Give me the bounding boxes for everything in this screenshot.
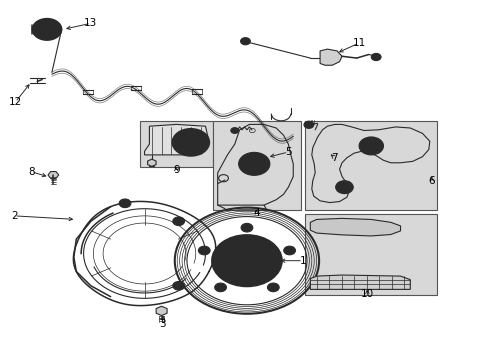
Polygon shape: [311, 125, 429, 203]
Circle shape: [370, 53, 380, 60]
Circle shape: [42, 26, 52, 33]
Text: 4: 4: [253, 208, 260, 218]
Text: 13: 13: [84, 18, 97, 28]
Text: 1: 1: [299, 256, 305, 266]
Circle shape: [172, 129, 209, 156]
Bar: [212, 121, 300, 211]
Bar: [305, 121, 436, 211]
Circle shape: [32, 19, 61, 40]
Polygon shape: [320, 49, 341, 65]
Circle shape: [283, 246, 295, 255]
Circle shape: [230, 128, 238, 134]
Circle shape: [304, 121, 313, 129]
Circle shape: [267, 283, 279, 292]
Bar: [305, 214, 436, 295]
Circle shape: [241, 224, 252, 232]
Text: 12: 12: [9, 97, 22, 107]
Polygon shape: [48, 172, 59, 179]
Circle shape: [214, 283, 226, 292]
Circle shape: [358, 137, 383, 155]
Text: 10: 10: [360, 289, 373, 299]
Bar: [140, 121, 212, 167]
Circle shape: [37, 22, 57, 37]
Circle shape: [240, 38, 250, 45]
Circle shape: [172, 282, 184, 290]
Polygon shape: [217, 125, 293, 205]
Text: 3: 3: [159, 319, 165, 329]
Circle shape: [335, 181, 352, 194]
Polygon shape: [310, 275, 409, 289]
Circle shape: [211, 235, 282, 287]
Text: 5: 5: [285, 147, 291, 157]
Circle shape: [232, 250, 261, 271]
Text: 7: 7: [331, 153, 337, 163]
Circle shape: [363, 140, 378, 151]
Circle shape: [172, 217, 184, 226]
Circle shape: [238, 152, 269, 175]
Text: 9: 9: [173, 165, 179, 175]
Text: 2: 2: [11, 211, 18, 221]
Polygon shape: [310, 219, 400, 236]
Circle shape: [198, 246, 210, 255]
Polygon shape: [147, 159, 156, 166]
Text: 8: 8: [28, 167, 35, 177]
Text: 6: 6: [427, 176, 434, 186]
Polygon shape: [144, 125, 207, 155]
Circle shape: [119, 199, 131, 208]
Text: 11: 11: [352, 38, 365, 48]
Polygon shape: [156, 306, 167, 316]
